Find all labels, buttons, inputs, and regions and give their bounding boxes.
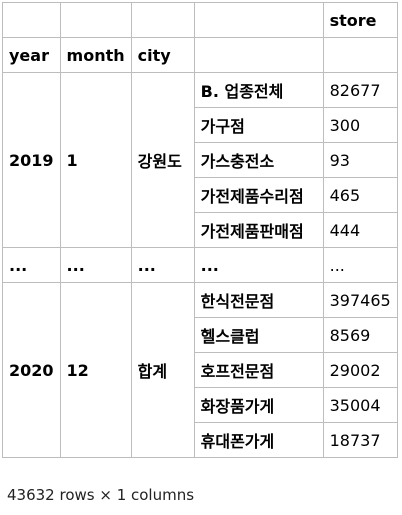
row-index-category: 가스충전소: [193, 142, 324, 178]
store-value-cell: 465: [322, 177, 398, 213]
store-value-cell: 82677: [322, 72, 398, 108]
row-index-category: 가구점: [193, 107, 324, 143]
column-header-store: store: [322, 2, 398, 38]
row-index-month: 1: [59, 72, 132, 248]
row-index-city: 합계: [130, 282, 195, 458]
ellipsis-row: ... ... ... ... ...: [2, 247, 398, 283]
table-row: 호프전문점 29002: [3, 352, 398, 388]
index-name-month: month: [59, 37, 132, 73]
row-index-year: 2020: [2, 282, 61, 458]
columns-header-row: store: [2, 2, 398, 38]
row-index-category: B. 업종전체: [193, 72, 324, 108]
row-index-year: 2019: [2, 72, 61, 248]
row-index-category: 화장품가게: [193, 387, 324, 423]
table-row: 2019 1 강원도 B. 업종전체 82677: [2, 72, 398, 248]
ellipsis-cell: ...: [193, 247, 324, 283]
store-value-cell: 93: [322, 142, 398, 178]
row-index-category: 헬스클럽: [193, 317, 324, 353]
row-index-category: 가전제품판매점: [193, 212, 324, 248]
blank-header-cell: [59, 2, 132, 38]
table-row: 가스충전소 93: [3, 142, 398, 178]
store-value-cell: 397465: [322, 282, 398, 318]
blank-header-cell: [130, 2, 195, 38]
index-name-year: year: [2, 37, 61, 73]
table-row: 가구점 300: [3, 107, 398, 143]
store-value-cell: 444: [322, 212, 398, 248]
row-index-category: 가전제품수리점: [193, 177, 324, 213]
store-value-cell: 300: [322, 107, 398, 143]
table-row: 화장품가게 35004: [3, 387, 398, 423]
table-row: 가전제품판매점 444: [3, 212, 398, 248]
row-index-category: 휴대폰가게: [193, 422, 324, 458]
ellipsis-cell: ...: [59, 247, 132, 283]
store-value-cell: 18737: [322, 422, 398, 458]
ellipsis-cell: ...: [130, 247, 195, 283]
table-row: 가전제품수리점 465: [3, 177, 398, 213]
blank-header-cell: [322, 37, 398, 73]
blank-header-cell: [193, 2, 324, 38]
table-row: 휴대폰가게 18737: [3, 422, 398, 458]
table-row: 헬스클럽 8569: [3, 317, 398, 353]
store-value-cell: 29002: [322, 352, 398, 388]
table-shape-footer: 43632 rows × 1 columns: [7, 486, 195, 504]
dataframe-table: store year month city 2019 1 강원도 B. 업종전체…: [2, 2, 398, 458]
row-index-month: 12: [59, 282, 132, 458]
table-row: 2020 12 합계 한식전문점 397465: [2, 282, 398, 458]
index-name-city: city: [130, 37, 195, 73]
row-index-category: 호프전문점: [193, 352, 324, 388]
index-names-row: year month city: [2, 37, 398, 73]
blank-header-cell: [193, 37, 324, 73]
ellipsis-cell: ...: [322, 247, 398, 283]
blank-header-cell: [2, 2, 61, 38]
row-index-city: 강원도: [130, 72, 195, 248]
ellipsis-cell: ...: [2, 247, 61, 283]
row-index-category: 한식전문점: [193, 282, 324, 318]
store-value-cell: 8569: [322, 317, 398, 353]
store-value-cell: 35004: [322, 387, 398, 423]
